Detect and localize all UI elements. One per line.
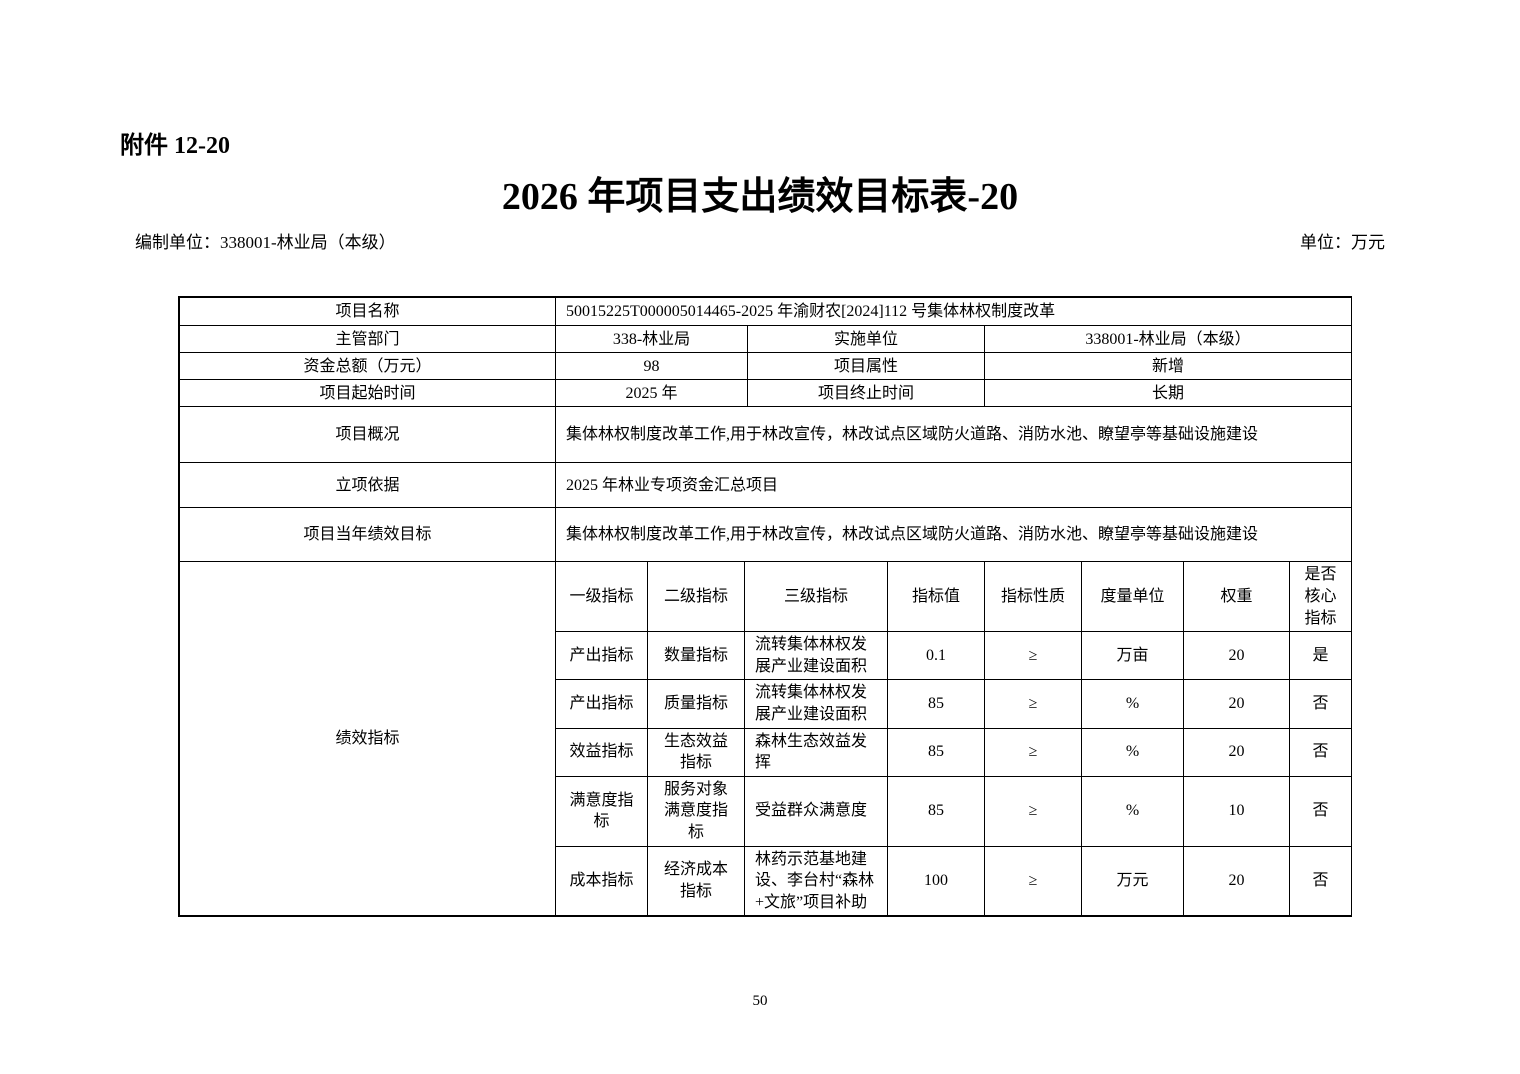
- indicator-level1: 产出指标: [555, 631, 648, 681]
- end-time-label: 项目终止时间: [747, 379, 985, 408]
- indicator-value: 85: [887, 775, 985, 847]
- indicator-core: 是: [1289, 631, 1352, 681]
- indicator-core: 否: [1289, 845, 1352, 917]
- indicator-row: 效益指标 生态效益指标 森林生态效益发挥 85 ≥ % 20 否: [180, 727, 1352, 777]
- indicator-value: 85: [887, 727, 985, 777]
- total-fund-label: 资金总额（万元）: [179, 352, 556, 381]
- attachment-label: 附件 12-20: [120, 133, 230, 159]
- approval-basis-value: 2025 年林业专项资金汇总项目: [554, 462, 1353, 509]
- indicator-value: 0.1: [887, 631, 985, 681]
- header-level3: 三级指标: [744, 561, 888, 633]
- project-name-label: 项目名称: [179, 297, 556, 327]
- table-row: 主管部门 338-林业局 实施单位 338001-林业局（本级）: [179, 325, 1353, 354]
- header-value: 指标值: [887, 561, 985, 633]
- indicator-nature: ≥: [984, 727, 1082, 777]
- indicator-level2: 生态效益指标: [647, 727, 745, 777]
- header-weight: 权重: [1183, 561, 1290, 633]
- performance-target-table: 项目名称 50015225T000005014465-2025 年渝财农[202…: [178, 296, 1353, 918]
- indicator-value: 100: [887, 845, 985, 917]
- indicator-level2: 经济成本指标: [647, 845, 745, 917]
- start-time-value: 2025 年: [555, 379, 748, 408]
- header-core: 是否核心指标: [1289, 561, 1352, 633]
- department-label: 主管部门: [179, 325, 556, 354]
- table-row: 资金总额（万元） 98 项目属性 新增: [179, 352, 1353, 381]
- indicator-level3: 流转集体林权发展产业建设面积: [744, 631, 888, 681]
- indicator-level3: 森林生态效益发挥: [744, 727, 888, 777]
- department-value: 338-林业局: [555, 325, 748, 354]
- indicator-core: 否: [1289, 679, 1352, 729]
- indicator-nature: ≥: [984, 775, 1082, 847]
- start-time-label: 项目起始时间: [179, 379, 556, 408]
- implementing-unit-label: 实施单位: [747, 325, 985, 354]
- annual-target-value: 集体林权制度改革工作,用于林改宣传，林改试点区域防火道路、消防水池、瞭望亭等基础…: [554, 507, 1353, 563]
- indicator-nature: ≥: [984, 845, 1082, 917]
- performance-indicator-section-label: 绩效指标: [179, 561, 556, 917]
- header-unit: 度量单位: [1081, 561, 1184, 633]
- indicator-level2: 质量指标: [647, 679, 745, 729]
- indicator-header-row: 绩效指标 一级指标 二级指标 三级指标 指标值 指标性质 度量单位 权重 是否核…: [179, 561, 1352, 917]
- header-level2: 二级指标: [647, 561, 745, 633]
- indicator-level1: 产出指标: [555, 679, 648, 729]
- project-overview-value: 集体林权制度改革工作,用于林改宣传，林改试点区域防火道路、消防水池、瞭望亭等基础…: [554, 406, 1353, 464]
- indicator-nature: ≥: [984, 679, 1082, 729]
- indicator-nature: ≥: [984, 631, 1082, 681]
- indicator-value: 85: [887, 679, 985, 729]
- indicator-core: 否: [1289, 775, 1352, 847]
- table-row: 立项依据 2025 年林业专项资金汇总项目: [179, 462, 1353, 509]
- indicator-weight: 20: [1183, 679, 1290, 729]
- prepared-by-label: 编制单位：338001-林业局（本级）: [135, 233, 396, 253]
- indicator-table: 绩效指标 一级指标 二级指标 三级指标 指标值 指标性质 度量单位 权重 是否核…: [179, 561, 1352, 917]
- indicator-level1: 满意度指标: [555, 775, 648, 847]
- indicator-level1: 效益指标: [555, 727, 648, 777]
- table-row: 项目名称 50015225T000005014465-2025 年渝财农[202…: [179, 297, 1353, 327]
- indicator-unit: %: [1081, 679, 1184, 729]
- project-info-table: 项目名称 50015225T000005014465-2025 年渝财农[202…: [179, 297, 1353, 563]
- indicator-level3: 林药示范基地建设、李台村“森林+文旅”项目补助: [744, 845, 888, 917]
- indicator-core: 否: [1289, 727, 1352, 777]
- project-attribute-value: 新增: [983, 352, 1353, 381]
- indicator-row: 产出指标 数量指标 流转集体林权发展产业建设面积 0.1 ≥ 万亩 20 是: [180, 631, 1352, 681]
- table-row: 项目起始时间 2025 年 项目终止时间 长期: [179, 379, 1353, 408]
- total-fund-value: 98: [555, 352, 748, 381]
- project-name-value: 50015225T000005014465-2025 年渝财农[2024]112…: [554, 297, 1353, 327]
- indicator-weight: 20: [1183, 727, 1290, 777]
- end-time-value: 长期: [983, 379, 1353, 408]
- page-title: 2026 年项目支出绩效目标表-20: [501, 175, 1019, 218]
- indicator-level3: 受益群众满意度: [744, 775, 888, 847]
- implementing-unit-value: 338001-林业局（本级）: [983, 325, 1353, 354]
- table-row: 项目概况 集体林权制度改革工作,用于林改宣传，林改试点区域防火道路、消防水池、瞭…: [179, 406, 1353, 464]
- indicator-level2: 数量指标: [647, 631, 745, 681]
- indicator-row: 产出指标 质量指标 流转集体林权发展产业建设面积 85 ≥ % 20 否: [180, 679, 1352, 729]
- header-level1: 一级指标: [555, 561, 648, 633]
- annual-target-label: 项目当年绩效目标: [179, 507, 556, 563]
- approval-basis-label: 立项依据: [179, 462, 556, 509]
- subtitle-row: 编制单位：338001-林业局（本级） 单位：万元: [0, 232, 1520, 254]
- indicator-weight: 20: [1183, 845, 1290, 917]
- indicator-weight: 10: [1183, 775, 1290, 847]
- page-number: 50: [752, 993, 768, 1010]
- indicator-level3: 流转集体林权发展产业建设面积: [744, 679, 888, 729]
- project-attribute-label: 项目属性: [747, 352, 985, 381]
- indicator-unit: 万元: [1081, 845, 1184, 917]
- indicator-unit: 万亩: [1081, 631, 1184, 681]
- indicator-row: 成本指标 经济成本指标 林药示范基地建设、李台村“森林+文旅”项目补助 100 …: [180, 845, 1352, 917]
- table-row: 项目当年绩效目标 集体林权制度改革工作,用于林改宣传，林改试点区域防火道路、消防…: [179, 507, 1353, 563]
- indicator-unit: %: [1081, 727, 1184, 777]
- indicator-unit: %: [1081, 775, 1184, 847]
- header-nature: 指标性质: [984, 561, 1082, 633]
- indicator-level1: 成本指标: [555, 845, 648, 917]
- unit-label: 单位：万元: [1300, 233, 1385, 253]
- indicator-level2: 服务对象满意度指标: [647, 775, 745, 847]
- indicator-row: 满意度指标 服务对象满意度指标 受益群众满意度 85 ≥ % 10 否: [180, 775, 1352, 847]
- project-overview-label: 项目概况: [179, 406, 556, 464]
- indicator-weight: 20: [1183, 631, 1290, 681]
